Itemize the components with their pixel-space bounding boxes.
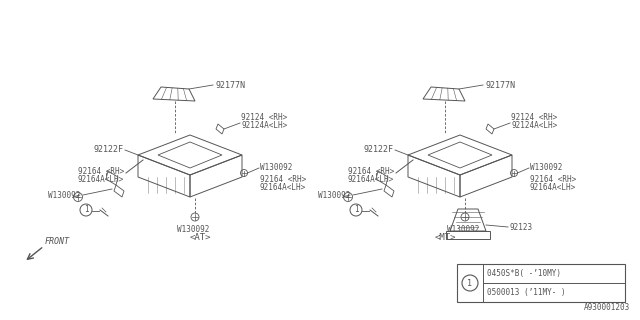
Text: 92122F: 92122F [93,146,123,155]
Text: W130092: W130092 [48,190,81,199]
Text: W130092: W130092 [177,225,209,234]
Text: FRONT: FRONT [45,237,70,246]
Text: 92177N: 92177N [485,81,515,90]
Text: 92164A<LH>: 92164A<LH> [530,182,576,191]
Text: W130092: W130092 [447,225,479,234]
Text: W130092: W130092 [318,190,350,199]
Text: 92124A<LH>: 92124A<LH> [241,121,287,130]
Text: <MT>: <MT> [435,233,456,242]
Text: 1: 1 [467,278,472,287]
Text: <AT>: <AT> [189,233,211,242]
Text: 92164A<LH>: 92164A<LH> [78,174,124,183]
Text: 1: 1 [84,205,88,214]
Text: A930001203: A930001203 [584,303,630,312]
Text: 92123: 92123 [510,222,533,231]
Text: 92122F: 92122F [363,146,393,155]
Text: 92164 <RH>: 92164 <RH> [260,174,307,183]
Text: W130092: W130092 [260,163,292,172]
Text: W130092: W130092 [530,163,563,172]
Text: 92164 <RH>: 92164 <RH> [348,166,394,175]
Text: 92177N: 92177N [215,81,245,90]
Text: 92164 <RH>: 92164 <RH> [78,166,124,175]
Text: 1: 1 [354,205,358,214]
Text: 92124 <RH>: 92124 <RH> [241,113,287,122]
Text: 92164 <RH>: 92164 <RH> [530,174,576,183]
Text: 0500013 (’11MY- ): 0500013 (’11MY- ) [487,288,566,297]
Text: 92124 <RH>: 92124 <RH> [511,113,557,122]
Text: 0450S*B( -’10MY): 0450S*B( -’10MY) [487,269,561,278]
Bar [457,264,625,302]
Text: 92124A<LH>: 92124A<LH> [511,121,557,130]
Text: 92164A<LH>: 92164A<LH> [348,174,394,183]
Text: 92164A<LH>: 92164A<LH> [260,182,307,191]
